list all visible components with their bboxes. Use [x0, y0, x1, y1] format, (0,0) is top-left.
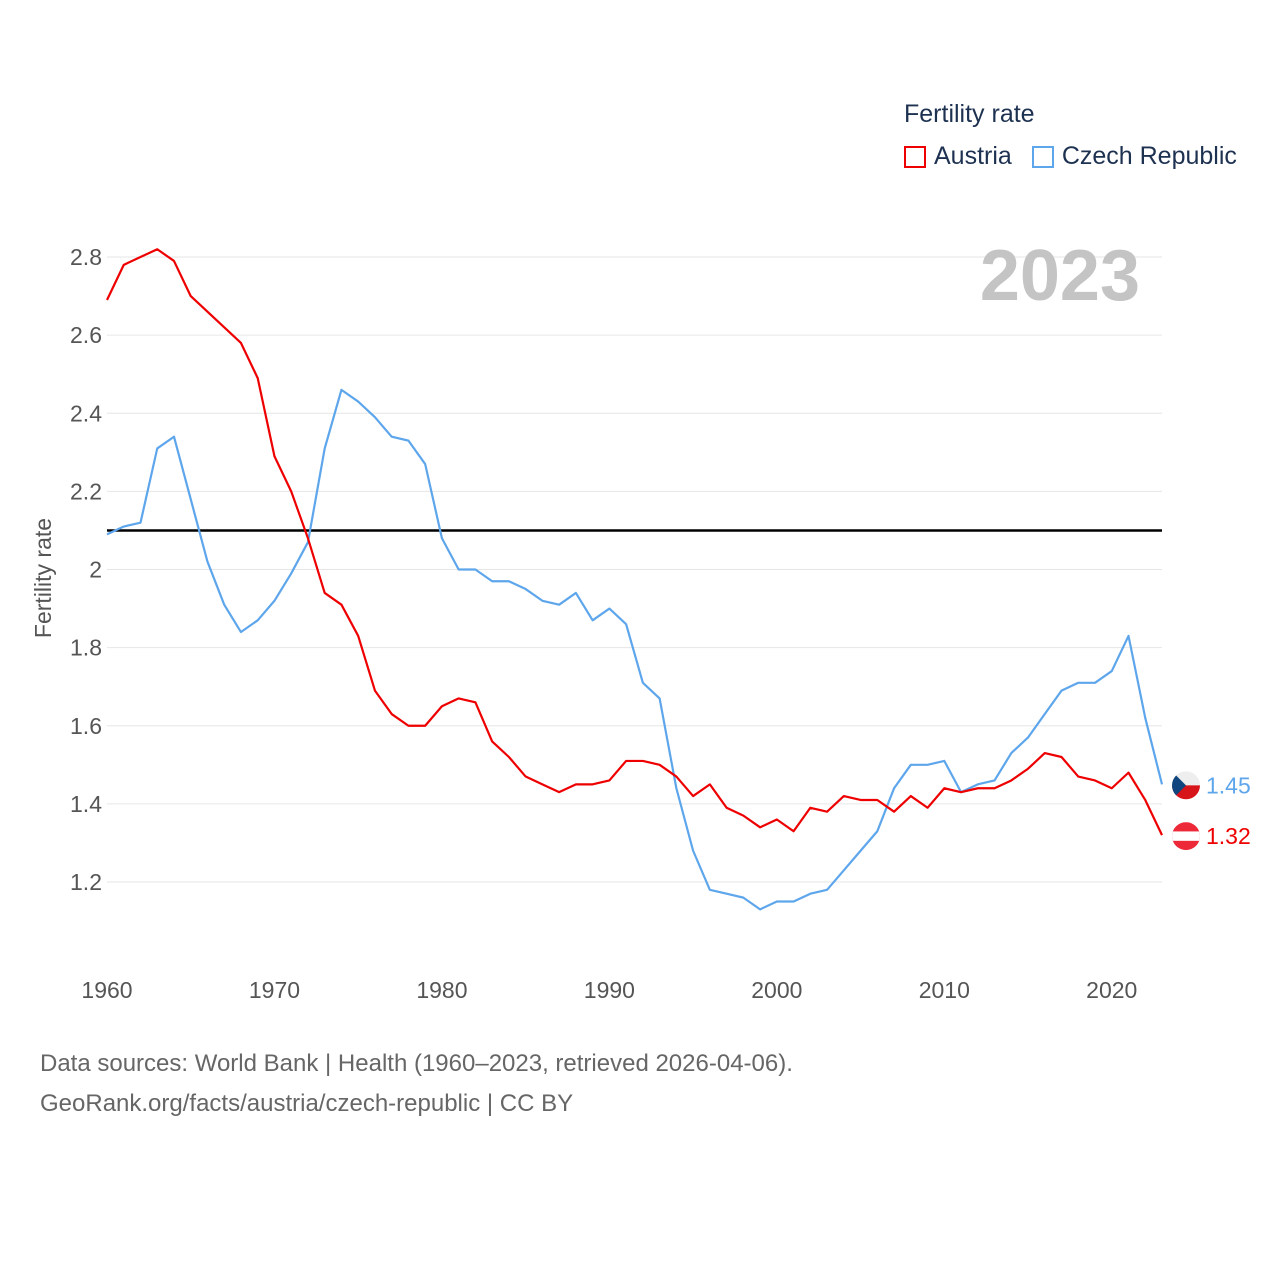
y-tick-label: 2: [89, 557, 102, 583]
x-tick-label: 1960: [81, 977, 132, 1003]
legend-label-austria[interactable]: Austria: [934, 142, 1012, 170]
series-lines: [106, 248, 1164, 911]
end-labels: 1.32 1.45: [1172, 771, 1251, 851]
gridlines: [107, 256, 1162, 883]
flag-austria-icon: [1172, 822, 1200, 851]
y-tick-label: 1.8: [70, 635, 102, 661]
y-axis-label: Fertility rate: [30, 518, 56, 638]
x-tick-label: 2010: [919, 977, 970, 1003]
y-axis-ticks: 1.2 1.4 1.6 1.8 2 2.2 2.4 2.6 2.8: [70, 244, 102, 895]
series-line-austria: [106, 248, 1163, 836]
flag-czech-republic-icon: [1172, 771, 1200, 800]
data-sources: Data sources: World Bank | Health (1960–…: [40, 1050, 793, 1077]
x-axis-ticks: 1960 1970 1980 1990 2000 2010 2020: [81, 977, 1137, 1003]
flag-white: [1172, 831, 1200, 841]
end-value-austria: 1.32: [1206, 823, 1251, 849]
end-value-czech-republic: 1.45: [1206, 772, 1251, 798]
series-line-czech-republic: [106, 388, 1164, 911]
legend-label-czech-republic[interactable]: Czech Republic: [1061, 142, 1237, 170]
y-tick-label: 1.2: [70, 869, 102, 895]
x-tick-label: 1980: [416, 977, 467, 1003]
y-tick-label: 2.6: [70, 322, 102, 348]
legend-swatch-czech-republic[interactable]: [1031, 145, 1054, 168]
y-tick-label: 1.4: [70, 791, 102, 817]
source-link[interactable]: GeoRank.org/facts/austria/czech-republic…: [40, 1090, 574, 1117]
y-tick-label: 2.4: [70, 400, 102, 426]
legend: Austria Czech Republic: [904, 142, 1237, 171]
x-tick-label: 1970: [249, 977, 300, 1003]
x-tick-label: 1990: [584, 977, 635, 1003]
x-tick-label: 2000: [751, 977, 802, 1003]
footer: Data sources: World Bank | Health (1960–…: [40, 1044, 793, 1124]
legend-title: Fertility rate: [904, 100, 1035, 128]
flag-blue: [1172, 771, 1186, 800]
y-tick-label: 1.6: [70, 713, 102, 739]
x-tick-label: 2020: [1086, 977, 1137, 1003]
y-tick-label: 2.2: [70, 478, 102, 504]
year-label: 2023: [980, 236, 1140, 316]
y-tick-label: 2.8: [70, 244, 102, 270]
legend-swatch-austria[interactable]: [904, 145, 926, 168]
